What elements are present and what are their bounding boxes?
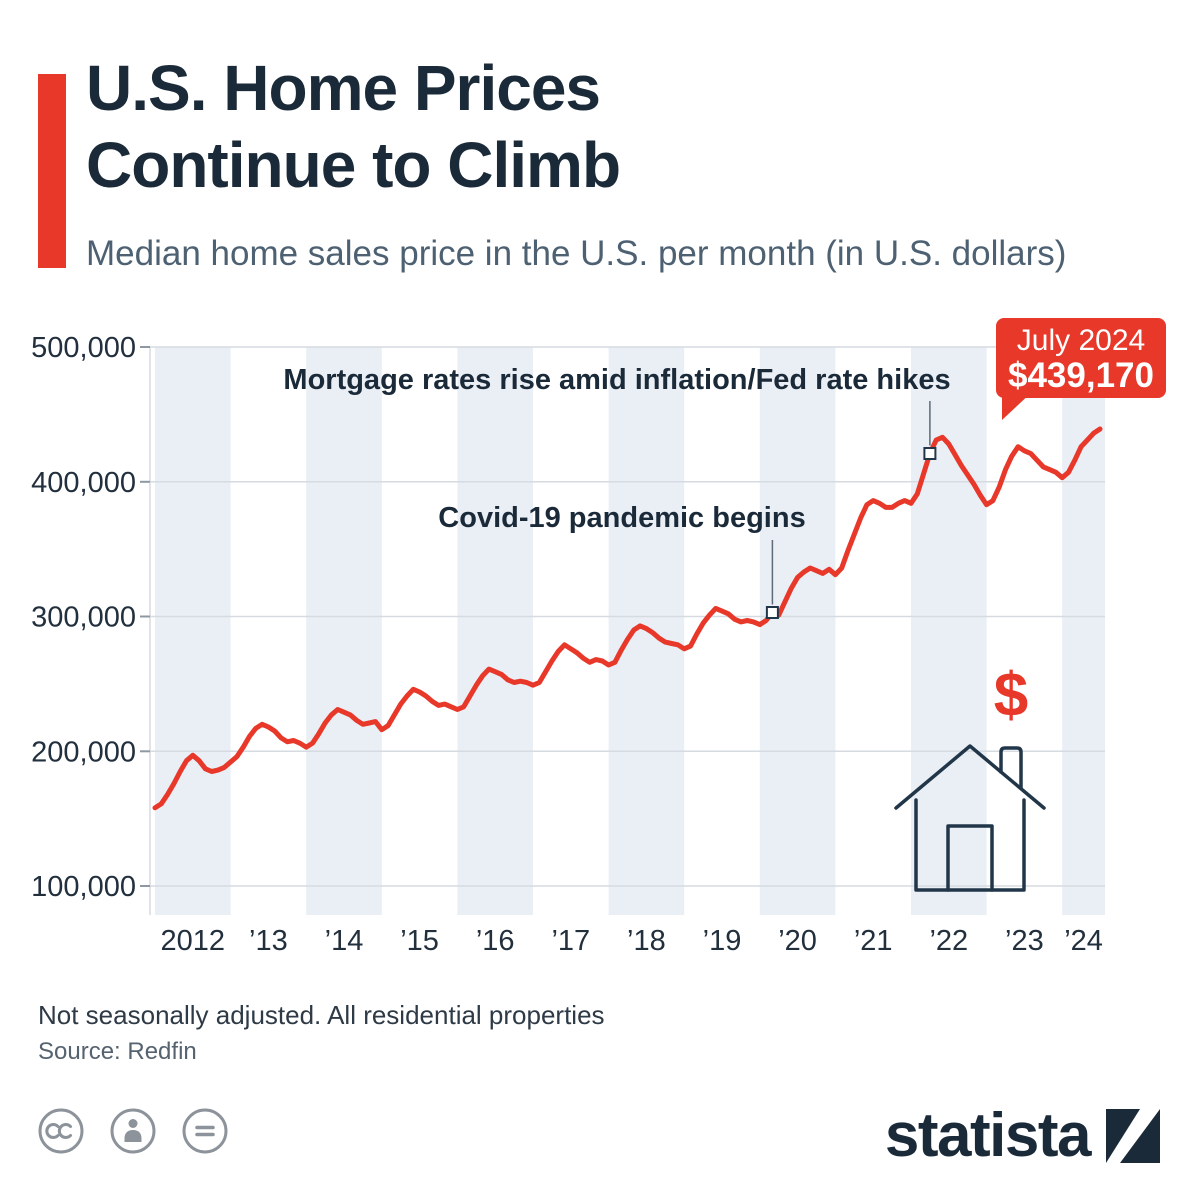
year-band-’16 [457,347,533,915]
page-title: U.S. Home Prices Continue to Climb [86,50,621,204]
title-line-1: U.S. Home Prices [86,52,601,124]
annotation-label: Covid-19 pandemic begins [438,502,805,534]
y-axis-label: 200,000 [31,736,136,768]
x-axis-label: ’20 [778,925,817,957]
y-axis-label: 500,000 [31,332,136,364]
x-axis-label: ’13 [249,925,288,957]
callout-date: July 2024 [1017,324,1145,357]
year-band-’20 [759,347,836,915]
callout-value: $439,170 [1008,356,1154,395]
annotation-marker [765,606,779,619]
price-line-path [152,426,1103,811]
title-line-2: Continue to Climb [86,128,621,201]
year-band-2012 [155,347,231,915]
x-axis-label: ’24 [1064,925,1103,957]
statista-logo-icon [1106,1108,1160,1163]
gridlines: 100,000 200,000 300,000 400,000 500,000 [31,332,1105,915]
title-accent-bar [38,74,66,268]
y-axis-label: 100,000 [31,871,136,903]
value-callout: July 2024 $439,170 [996,318,1166,420]
price-series [152,426,1103,811]
callout-pointer [1002,392,1032,420]
source-line: Source: Redfin [38,1038,197,1065]
statista-wordmark: statista [884,1101,1092,1170]
no-derivatives-icon [182,1108,228,1154]
year-band-’14 [306,347,382,915]
x-axis-label: ’19 [703,925,742,957]
license-icons [36,1106,230,1156]
statista-brand: statista [885,1100,1160,1171]
x-axis-label: ’22 [929,925,968,957]
annotation-label: Mortgage rates rise amid inflation/Fed r… [283,364,950,396]
cc-license-icon [38,1108,84,1154]
x-axis-label: 2012 [161,925,226,957]
y-axis-label: 400,000 [31,467,136,499]
x-axis-label: ’17 [551,925,590,957]
chart-subtitle: Median home sales price in the U.S. per … [86,234,1067,273]
x-axis-label: ’18 [627,925,666,957]
year-bands [155,347,1105,915]
x-axis-label: ’21 [854,925,893,957]
y-axis-label: 300,000 [31,602,136,634]
house-icon [894,744,1046,892]
annotations: Covid-19 pandemic begins Mortgage rates r… [283,364,951,619]
x-axis-label: ’15 [400,925,439,957]
annotation-marker [923,447,937,460]
footnote: Not seasonally adjusted. All residential… [38,1000,605,1030]
attribution-icon [110,1108,156,1154]
x-axis-labels: 2012 ’13 ’14 ’15 ’16 ’17 ’18 ’19 ’20 ’21 ’22 ’23 ’24 [161,925,1103,957]
x-axis-label: ’14 [325,925,364,957]
x-axis-label: ’16 [476,925,515,957]
x-axis-label: ’23 [1005,925,1044,957]
dollar-icon: $ [994,661,1028,730]
callout-box [996,318,1166,398]
